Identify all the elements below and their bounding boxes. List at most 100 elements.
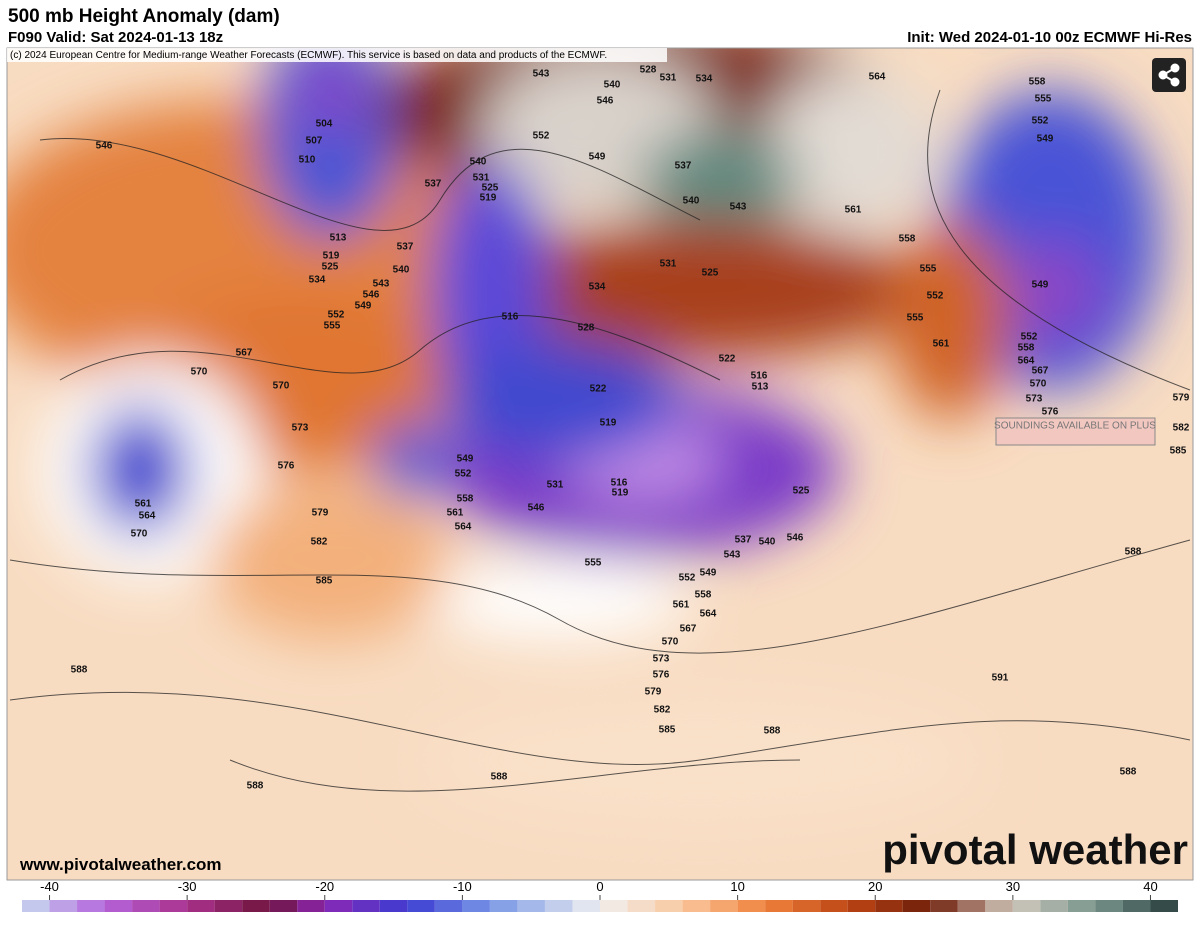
contour-label: 513 (330, 233, 347, 244)
colorbar-swatch (1067, 900, 1096, 912)
colorbar-swatch (930, 900, 958, 912)
colorbar-swatch (159, 900, 188, 912)
contour-label: 588 (1125, 547, 1142, 558)
contour-label: 576 (653, 670, 670, 681)
contour-label: 588 (1120, 767, 1137, 778)
contour-label: 579 (312, 508, 329, 519)
colorbar-swatch (765, 900, 793, 912)
colorbar-swatch (22, 900, 50, 912)
colorbar-swatch (875, 900, 903, 912)
colorbar-swatch (902, 900, 931, 912)
contour-label: 552 (679, 573, 696, 584)
colorbar-swatch (1150, 900, 1178, 912)
contour-label: 564 (139, 511, 156, 522)
contour-label: 570 (191, 367, 208, 378)
contour-label: 540 (683, 196, 700, 207)
contour-label: 534 (696, 74, 713, 85)
contour-label: 525 (702, 268, 719, 279)
contour-label: 513 (752, 382, 769, 393)
init-time: Init: Wed 2024-01-10 00z ECMWF Hi-Res (907, 29, 1192, 46)
contour-label: 516 (611, 478, 628, 489)
contour-label: 552 (455, 469, 472, 480)
soundings-box[interactable] (995, 417, 1156, 446)
contour-label: 537 (675, 161, 692, 172)
colorbar-swatch (489, 900, 518, 912)
contour-label: 588 (764, 726, 781, 737)
contour-label: 564 (1018, 356, 1035, 367)
colorbar-swatch (1122, 900, 1151, 912)
colorbar-tick-label: -10 (453, 879, 472, 894)
contour-label: 510 (299, 155, 316, 166)
contour-label: 564 (455, 522, 472, 533)
contour-label: 537 (425, 179, 442, 190)
colorbar-swatch (792, 900, 821, 912)
contour-label: 546 (787, 533, 804, 544)
colorbar-swatch (324, 900, 353, 912)
contour-label: 582 (654, 705, 671, 716)
contour-label: 543 (724, 550, 741, 561)
contour-label: 561 (673, 600, 690, 611)
contour-label: 504 (316, 119, 333, 130)
contour-label: 546 (597, 96, 614, 107)
contour-label: 585 (316, 576, 333, 587)
contour-label: 546 (363, 290, 380, 301)
contour-label: 540 (604, 80, 621, 91)
contour-label: 570 (1030, 379, 1047, 390)
colorbar-swatch (544, 900, 573, 912)
contour-label: 531 (547, 480, 564, 491)
colorbar-swatch (847, 900, 876, 912)
contour-label: 522 (719, 354, 736, 365)
contour-label: 540 (759, 537, 776, 548)
colorbar-swatch (600, 900, 628, 912)
contour-label: 519 (612, 488, 629, 499)
colorbar-swatch (104, 900, 133, 912)
contour-label: 567 (680, 624, 697, 635)
contour-label: 552 (533, 131, 550, 142)
contour-label: 576 (1042, 407, 1059, 418)
colorbar-swatch (269, 900, 298, 912)
contour-label: 546 (96, 141, 113, 152)
contour-label: 591 (992, 673, 1009, 684)
colorbar-swatch (517, 900, 545, 912)
contour-label: 549 (457, 454, 474, 465)
contour-label: 522 (590, 384, 607, 395)
contour-label: 531 (660, 73, 677, 84)
soundings[interactable]: SOUNDINGS AVAILABLE ON PLUS (994, 421, 1156, 432)
contour-label: 525 (793, 486, 810, 497)
contour-label: 552 (1021, 332, 1038, 343)
colorbar-tick-label: -30 (178, 879, 197, 894)
contour-label: 579 (1173, 393, 1190, 404)
valid-time: F090 Valid: Sat 2024-01-13 18z (8, 29, 223, 46)
colorbar-swatch (710, 900, 738, 912)
contour-label: 552 (927, 291, 944, 302)
contour-label: 516 (751, 371, 768, 382)
contour-label: 555 (907, 313, 924, 324)
contour-label: 561 (447, 508, 464, 519)
contour-label: 567 (236, 348, 253, 359)
contour-label: 570 (273, 381, 290, 392)
title: 500 mb Height Anomaly (dam) (8, 6, 280, 27)
contour-label: 558 (899, 234, 916, 245)
colorbar-swatch (214, 900, 243, 912)
share-button[interactable] (1152, 58, 1186, 92)
contour-label: 525 (322, 262, 339, 273)
colorbar-swatch (297, 900, 325, 912)
contour-label: 549 (589, 152, 606, 163)
contour-label: 558 (1018, 343, 1035, 354)
contour-label: 573 (1026, 394, 1043, 405)
contour-label: 558 (695, 590, 712, 601)
contour-label: 561 (933, 339, 950, 350)
contour-label: 546 (528, 503, 545, 514)
contour-label: 516 (502, 312, 519, 323)
contour-label: 585 (1170, 446, 1187, 457)
contour-label: 525 (482, 183, 499, 194)
share-icon[interactable] (1158, 63, 1180, 87)
contour-label: 558 (1029, 77, 1046, 88)
colorbar-swatch (1040, 900, 1068, 912)
colorbar-swatch (957, 900, 986, 912)
contour-label: 585 (659, 725, 676, 736)
colorbar-tick-label: -40 (40, 879, 59, 894)
colorbar-swatch (985, 900, 1013, 912)
